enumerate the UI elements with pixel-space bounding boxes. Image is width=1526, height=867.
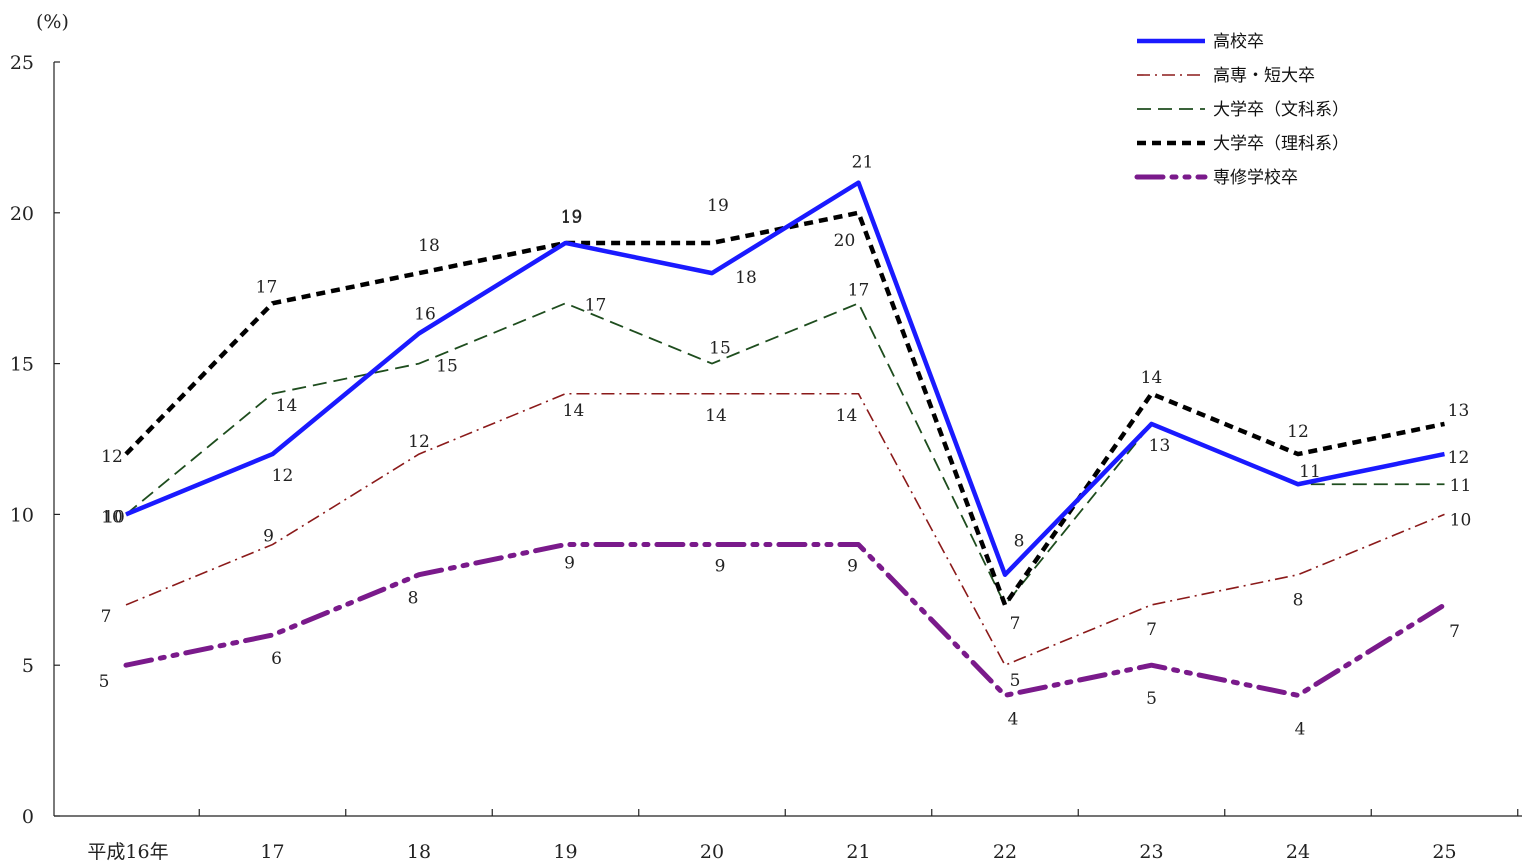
data-label: 14 xyxy=(563,401,585,421)
x-tick-label: 24 xyxy=(1286,841,1310,863)
x-tick-label: 18 xyxy=(407,841,431,863)
data-label: 4 xyxy=(1295,719,1306,739)
legend-label: 大学卒（文科系） xyxy=(1213,100,1349,120)
data-label: 8 xyxy=(1014,532,1025,552)
data-label: 9 xyxy=(263,527,274,547)
x-tick-label: 22 xyxy=(993,841,1017,863)
data-label: 10 xyxy=(101,507,123,527)
data-label: 17 xyxy=(848,280,870,300)
data-label: 14 xyxy=(276,396,298,416)
data-label: 8 xyxy=(408,589,419,609)
series-lines xyxy=(123,180,1447,698)
data-label: 10 xyxy=(103,507,125,527)
legend-label: 高専・短大卒 xyxy=(1213,66,1315,86)
legend-label: 大学卒（理科系） xyxy=(1213,134,1349,154)
data-label: 7 xyxy=(1449,622,1460,642)
data-label: 16 xyxy=(414,304,436,324)
data-label: 7 xyxy=(1010,614,1021,634)
data-label: 13 xyxy=(1448,401,1470,421)
series-line-2 xyxy=(125,302,1445,606)
data-label: 5 xyxy=(1010,671,1021,691)
legend-label: 高校卒 xyxy=(1213,32,1264,52)
x-tick-label: 平成16年 xyxy=(87,841,168,863)
x-tick-label: 25 xyxy=(1432,841,1456,863)
y-tick-label: 10 xyxy=(10,504,34,526)
data-label: 14 xyxy=(1141,368,1163,388)
x-tick-label: 20 xyxy=(700,841,724,863)
data-label: 5 xyxy=(99,672,110,692)
data-label: 8 xyxy=(1293,591,1304,611)
x-tick-label: 17 xyxy=(260,841,284,863)
data-label: 18 xyxy=(418,236,440,256)
data-label: 5 xyxy=(1146,689,1157,709)
data-label: 7 xyxy=(101,607,112,627)
data-label: 12 xyxy=(272,466,294,486)
data-label: 12 xyxy=(1287,422,1309,442)
axes: 0 5 10 15 20 25 平成16年 17 18 19 20 21 22 23 24 25 xyxy=(10,52,1522,863)
y-axis-unit-label: (%) xyxy=(36,11,69,33)
data-label: 19 xyxy=(707,196,729,216)
data-label: 14 xyxy=(836,406,858,426)
y-tick-label: 0 xyxy=(22,806,34,828)
x-tick-label: 23 xyxy=(1139,841,1163,863)
data-label: 17 xyxy=(256,277,278,297)
data-label: 21 xyxy=(852,153,874,173)
series-line-3 xyxy=(124,210,1445,608)
y-tick-label: 20 xyxy=(10,203,34,225)
data-label: 14 xyxy=(705,406,727,426)
data-label: 7 xyxy=(1146,620,1157,640)
series-line-0 xyxy=(125,180,1445,577)
data-label: 6 xyxy=(271,649,282,669)
data-label: 15 xyxy=(709,339,731,359)
series-line-4 xyxy=(123,542,1447,698)
data-label: 12 xyxy=(1448,448,1470,468)
data-label: 9 xyxy=(564,554,575,574)
data-label: 10 xyxy=(1450,510,1472,530)
legend-label: 専修学校卒 xyxy=(1213,168,1298,188)
data-label: 11 xyxy=(1299,462,1321,482)
data-label: 9 xyxy=(847,557,858,577)
data-label: 12 xyxy=(101,447,123,467)
series-line-1 xyxy=(125,392,1445,667)
x-tick-label: 21 xyxy=(846,841,870,863)
data-label: 17 xyxy=(585,295,607,315)
data-label: 20 xyxy=(834,231,856,251)
data-label: 13 xyxy=(1149,436,1171,456)
data-label: 4 xyxy=(1008,709,1019,729)
y-tick-label: 15 xyxy=(10,354,34,376)
data-label: 19 xyxy=(561,207,583,227)
data-label: 12 xyxy=(408,432,430,452)
data-label: 18 xyxy=(735,268,757,288)
x-tick-label: 19 xyxy=(553,841,577,863)
data-label: 15 xyxy=(436,357,458,377)
y-tick-label: 25 xyxy=(10,52,34,74)
data-label: 9 xyxy=(715,557,726,577)
data-label: 19 xyxy=(561,208,583,228)
y-tick-label: 5 xyxy=(22,655,34,677)
data-label: 11 xyxy=(1450,476,1472,496)
